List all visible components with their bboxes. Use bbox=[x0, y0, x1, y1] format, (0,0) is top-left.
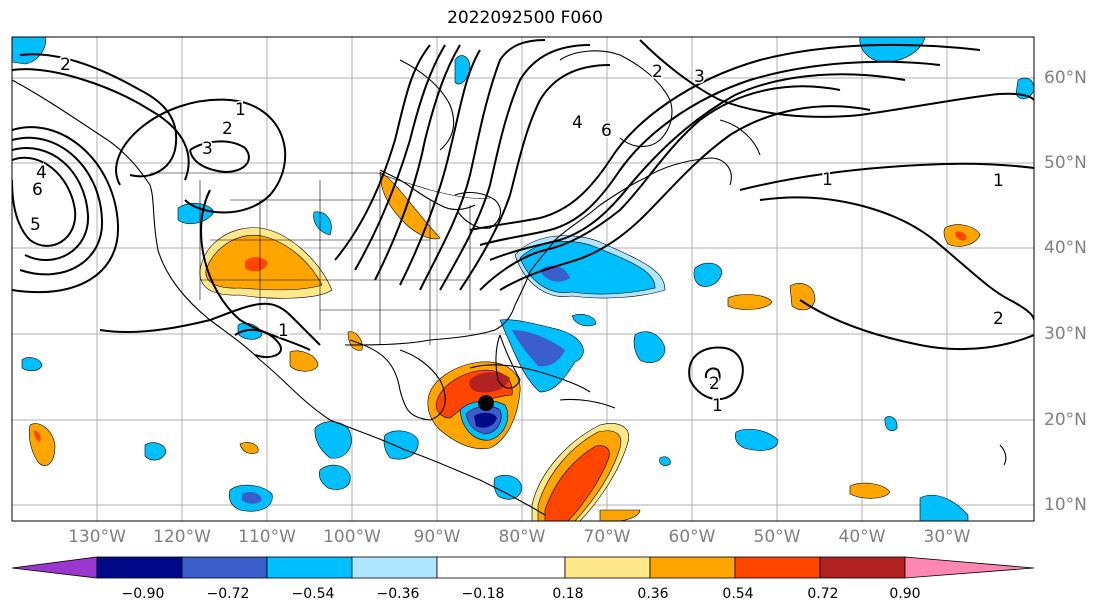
map-frame bbox=[11, 36, 1035, 522]
lon-label: 30°W bbox=[923, 527, 971, 547]
hurricane-center-marker bbox=[478, 395, 494, 411]
contour-label: 2 bbox=[652, 62, 663, 82]
lon-label: 100°W bbox=[323, 527, 381, 547]
contour-label: 3 bbox=[202, 139, 213, 159]
contour-label: 3 bbox=[694, 67, 705, 87]
contour-label: 2 bbox=[60, 55, 71, 75]
colorbar bbox=[11, 556, 1035, 579]
colorbar-tick-label: 0.72 bbox=[807, 586, 839, 602]
lat-label: 40°N bbox=[1044, 238, 1087, 258]
lon-label: 70°W bbox=[583, 527, 631, 547]
contour-label: 6 bbox=[601, 121, 612, 141]
coastlines bbox=[12, 50, 1007, 516]
contour-label: 2 bbox=[709, 374, 720, 394]
contour-label: 6 bbox=[32, 180, 43, 200]
lat-label: 30°N bbox=[1044, 324, 1087, 344]
colorbar-tick-label: 0.54 bbox=[722, 586, 754, 602]
contour-label: 2 bbox=[993, 309, 1004, 329]
colorbar-segment bbox=[819, 556, 906, 579]
lon-label: 50°W bbox=[753, 527, 801, 547]
contour-label: 4 bbox=[572, 113, 583, 133]
map-title: 2022092500 F060 bbox=[447, 8, 603, 28]
colorbar-segment bbox=[266, 556, 353, 579]
colorbar-tick-label: −0.18 bbox=[461, 586, 505, 602]
colorbar-tick-label: 0.36 bbox=[637, 586, 669, 602]
colorbar-segment bbox=[564, 556, 651, 579]
colorbar-segment bbox=[649, 556, 736, 579]
colorbar-tick-label: −0.36 bbox=[376, 586, 420, 602]
colorbar-segment bbox=[351, 556, 438, 579]
colorbar-tick-label: 0.90 bbox=[889, 586, 921, 602]
lat-label: 10°N bbox=[1044, 495, 1087, 515]
colorbar-segment bbox=[436, 556, 566, 579]
colorbar-tick-label: −0.54 bbox=[291, 586, 335, 602]
anomaly-fill bbox=[12, 37, 1034, 521]
colorbar-segment bbox=[96, 556, 183, 579]
lon-label: 90°W bbox=[413, 527, 461, 547]
contour-label: 2 bbox=[222, 119, 233, 139]
contour-label: 1 bbox=[235, 100, 246, 120]
lon-label: 120°W bbox=[153, 527, 211, 547]
lat-label: 20°N bbox=[1044, 410, 1087, 430]
contour-label: 1 bbox=[278, 321, 289, 341]
colorbar-tick-label: −0.90 bbox=[121, 586, 165, 602]
colorbar-segment bbox=[181, 556, 268, 579]
lon-label: 110°W bbox=[238, 527, 296, 547]
contour-label: 1 bbox=[993, 171, 1004, 191]
height-contours bbox=[12, 39, 1034, 401]
lon-label: 40°W bbox=[838, 527, 886, 547]
contour-label: 1 bbox=[822, 170, 833, 190]
colorbar-extend-high bbox=[904, 556, 1035, 579]
contour-label: 4 bbox=[36, 163, 47, 183]
lon-label: 80°W bbox=[498, 527, 546, 547]
borders bbox=[150, 172, 500, 345]
lon-label: 60°W bbox=[668, 527, 716, 547]
colorbar-extend-low bbox=[11, 556, 98, 579]
lat-label: 60°N bbox=[1044, 68, 1087, 88]
lat-label: 50°N bbox=[1044, 153, 1087, 173]
colorbar-tick-label: 0.18 bbox=[552, 586, 584, 602]
contour-label: 1 bbox=[712, 396, 723, 416]
contour-label: 5 bbox=[30, 215, 41, 235]
colorbar-segment bbox=[734, 556, 821, 579]
lon-label: 130°W bbox=[68, 527, 126, 547]
colorbar-tick-label: −0.72 bbox=[206, 586, 250, 602]
